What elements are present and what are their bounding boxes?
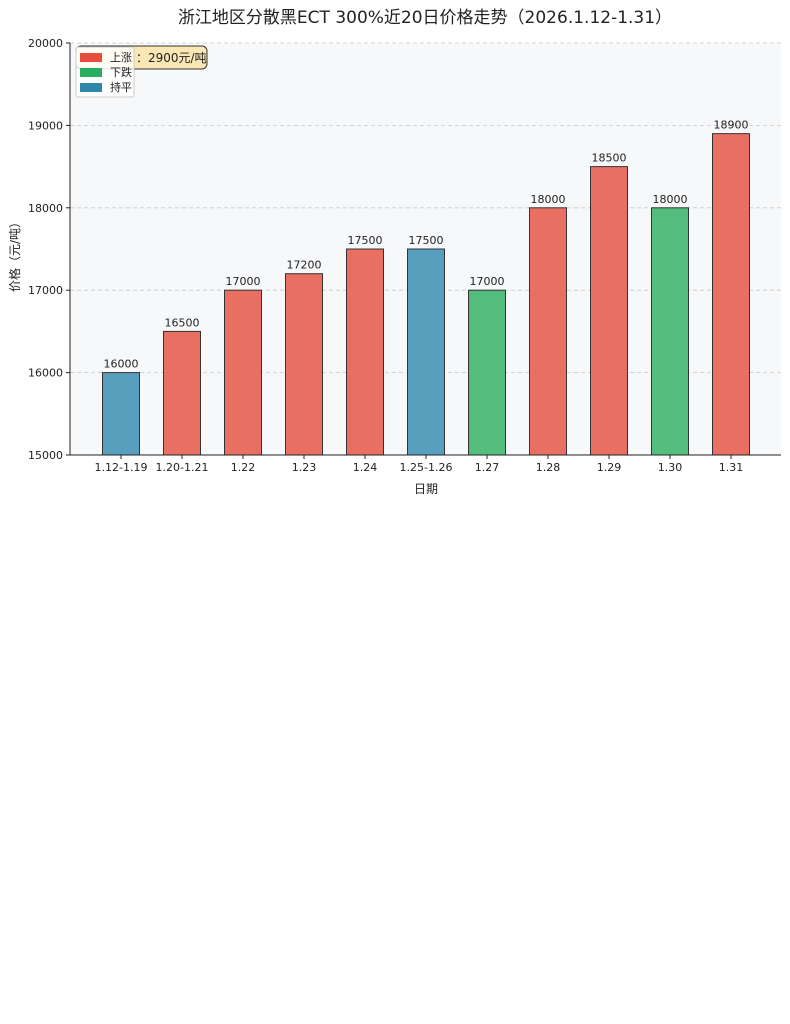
data-label: 18900	[714, 119, 749, 132]
bar	[163, 330, 201, 456]
x-axis-label: 日期	[414, 482, 438, 496]
x-tick-label: 1.22	[231, 461, 256, 474]
bars-group	[102, 133, 750, 456]
data-label: 17000	[226, 275, 261, 288]
x-tick-label: 1.25-1.26	[400, 461, 453, 474]
y-tick-label: 18000	[28, 202, 63, 215]
x-tick-label: 1.30	[658, 461, 683, 474]
bar	[590, 166, 628, 456]
bar	[651, 207, 689, 456]
bar	[285, 273, 323, 456]
x-tick-label: 1.12-1.19	[95, 461, 148, 474]
legend-swatch-down	[80, 68, 102, 77]
y-tick-label: 19000	[28, 119, 63, 132]
bar	[529, 207, 567, 456]
data-label: 16500	[165, 316, 200, 329]
data-label: 18000	[531, 193, 566, 206]
bar	[102, 372, 140, 456]
bar	[224, 289, 262, 456]
data-label: 16000	[104, 358, 139, 371]
x-tick-label: 1.23	[292, 461, 317, 474]
x-tick-label: 1.27	[475, 461, 500, 474]
data-label: 17200	[287, 259, 322, 272]
bar	[346, 248, 384, 456]
legend-label-down: 下跌	[110, 65, 132, 79]
data-label: 17000	[470, 275, 505, 288]
y-tick-label: 15000	[28, 449, 63, 462]
legend-swatch-up	[80, 53, 102, 62]
x-tick-label: 1.24	[353, 461, 378, 474]
data-label: 17500	[409, 234, 444, 247]
x-tick-label: 1.28	[536, 461, 561, 474]
y-tick-label: 17000	[28, 284, 63, 297]
x-tick-label: 1.29	[597, 461, 622, 474]
x-ticks-group: 1.12-1.19 1.20-1.21 1.22 1.23 1.24 1.25-1.26 1…	[95, 455, 744, 474]
bar	[468, 289, 506, 456]
data-labels-group: 16000 16500 17000 17200 17500 17500 17000 18000…	[104, 119, 749, 371]
y-tick-label: 20000	[28, 37, 63, 50]
data-label: 18500	[592, 152, 627, 165]
chart-title: 浙江地区分散黑ECT 300%近20日价格走势（2026.1.12-1.31）	[178, 8, 672, 28]
annotation-text: ：2900元/吨	[136, 51, 207, 65]
legend-label-up: 上涨	[110, 51, 132, 64]
bar	[712, 133, 750, 456]
legend-label-flat: 持平	[110, 80, 132, 94]
y-ticks-group: 15000 16000 17000 18000 19000 20000	[28, 37, 70, 462]
data-label: 18000	[653, 193, 688, 206]
bar	[407, 248, 445, 456]
y-axis-label: 价格（元/吨）	[7, 216, 22, 292]
x-tick-label: 1.31	[719, 461, 744, 474]
data-label: 17500	[348, 234, 383, 247]
y-tick-label: 16000	[28, 367, 63, 380]
legend-swatch-flat	[80, 83, 102, 92]
x-tick-label: 1.20-1.21	[156, 461, 209, 474]
